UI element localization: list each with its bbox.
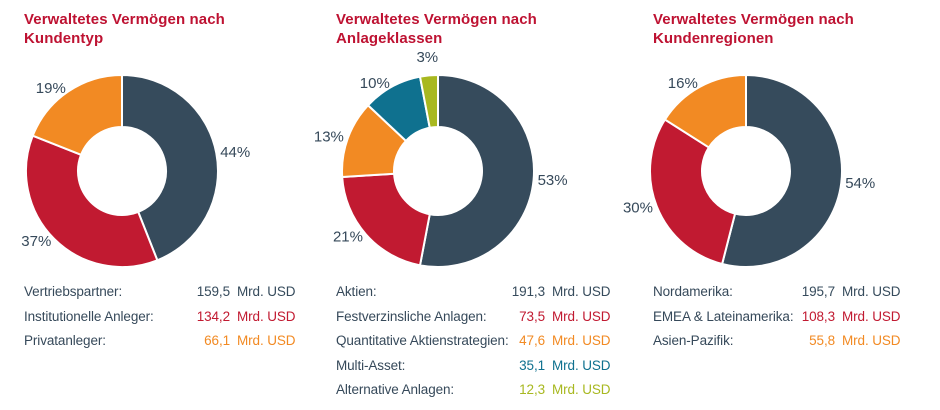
chart-title: Verwaltetes Vermögen nach Kundenregionen	[653, 11, 854, 47]
legend-row: Aktien: 191,3 Mrd. USD	[336, 280, 616, 305]
donut-segment-3	[367, 75, 431, 142]
percent-label: 53%	[538, 172, 568, 189]
donut-svg: 54% 30% 16%	[623, 74, 875, 268]
legend-unit: Mrd. USD	[552, 308, 611, 324]
donut-segment-4	[419, 74, 439, 129]
legend-row: Vertriebspartner: 159,5 Mrd. USD	[24, 280, 314, 305]
legend-value: 12,3	[519, 382, 545, 398]
legend-unit: Mrd. USD	[237, 284, 296, 299]
chart-title: Verwaltetes Vermögen nach Kundentyp	[24, 11, 225, 47]
donut-svg: 44% 37% 19%	[21, 74, 250, 268]
donut-segment-0	[419, 74, 535, 268]
legend-unit: Mrd. USD	[552, 333, 611, 349]
legend-label: Nordamerika:	[653, 284, 733, 299]
legend-value: 159,5	[196, 284, 230, 299]
legend-unit: Mrd. USD	[237, 333, 296, 349]
legend-row: Asien-Pazifik: 55,8 Mrd. USD	[653, 329, 923, 354]
legend: Aktien: 191,3 Mrd. USD Festverzinsliche Anl…	[336, 280, 616, 403]
percent-label: 30%	[623, 199, 653, 216]
legend-value: 35,1	[519, 357, 545, 373]
legend-label: Privatanleger:	[24, 333, 106, 349]
legend-unit: Mrd. USD	[842, 308, 901, 324]
legend-row: Nordamerika: 195,7 Mrd. USD	[653, 280, 923, 305]
percent-label: 54%	[845, 175, 875, 192]
percent-label: 16%	[668, 75, 698, 92]
percent-label: 37%	[21, 233, 51, 250]
donut-segment-1	[649, 118, 737, 265]
legend-label: Multi-Asset:	[336, 357, 406, 373]
donut-segment-1	[341, 172, 431, 267]
legend-row: Quantitative Aktienstrategien: 47,6 Mrd. U…	[336, 329, 616, 354]
chart-title: Verwaltetes Vermögen nach Anlageklassen	[336, 11, 537, 47]
percent-label: 21%	[333, 229, 363, 246]
donut-segment-0	[121, 74, 219, 262]
legend-row: EMEA & Lateinamerika: 108,3 Mrd. USD	[653, 305, 923, 330]
percent-label: 44%	[220, 144, 250, 161]
legend-unit: Mrd. USD	[552, 382, 611, 398]
legend: Vertriebspartner: 159,5 Mrd. USD Institutio…	[24, 280, 314, 354]
legend-label: Asien-Pazifik:	[653, 333, 734, 349]
legend-label: Festverzinsliche Anlagen:	[336, 308, 487, 324]
chart-block-kundentyp: Verwaltetes Vermögen nach Kundentyp 44% 3…	[21, 10, 314, 410]
legend-value: 195,7	[801, 284, 835, 299]
donut-svg: 53% 21% 13% 10% 3%	[314, 49, 568, 268]
donut-chart: 54% 30% 16%	[606, 46, 886, 276]
legend-value: 47,6	[519, 333, 545, 349]
legend-unit: Mrd. USD	[842, 284, 901, 299]
legend-unit: Mrd. USD	[842, 333, 901, 349]
legend-value: 108,3	[801, 308, 835, 324]
donut-segment-2	[663, 74, 747, 149]
legend-value: 66,1	[204, 333, 230, 349]
legend-unit: Mrd. USD	[552, 284, 611, 299]
donut-chart: 53% 21% 13% 10% 3%	[298, 46, 578, 276]
legend-row: Multi-Asset: 35,1 Mrd. USD	[336, 354, 616, 379]
donut-segment-1	[25, 134, 159, 268]
legend-row: Privatanleger: 66,1 Mrd. USD	[24, 329, 314, 354]
legend-row: Alternative Anlagen: 12,3 Mrd. USD	[336, 378, 616, 403]
legend-label: Quantitative Aktienstrategien:	[336, 333, 509, 349]
legend-label: Institutionelle Anleger:	[24, 308, 154, 324]
donut-segment-0	[721, 74, 843, 268]
legend-value: 55,8	[809, 333, 835, 349]
donut-chart: 44% 37% 19%	[0, 46, 262, 276]
legend-label: EMEA & Lateinamerika:	[653, 308, 794, 324]
percent-label: 13%	[314, 129, 344, 146]
legend-value: 191,3	[511, 284, 545, 299]
legend: Nordamerika: 195,7 Mrd. USD EMEA & Lateinam…	[653, 280, 923, 354]
legend-unit: Mrd. USD	[552, 357, 611, 373]
legend-value: 134,2	[196, 308, 230, 324]
donut-segment-2	[31, 74, 123, 156]
chart-block-kundenregionen: Verwaltetes Vermögen nach Kundenregionen…	[623, 10, 923, 410]
legend-label: Alternative Anlagen:	[336, 382, 455, 398]
legend-row: Institutionelle Anleger: 134,2 Mrd. USD	[24, 305, 314, 330]
donut-segment-2	[341, 104, 407, 179]
legend-label: Aktien:	[336, 284, 377, 299]
legend-label: Vertriebspartner:	[24, 284, 123, 299]
legend-value: 73,5	[519, 308, 545, 324]
legend-row: Festverzinsliche Anlagen: 73,5 Mrd. USD	[336, 305, 616, 330]
percent-label: 10%	[360, 75, 390, 92]
legend-unit: Mrd. USD	[237, 308, 296, 324]
chart-block-anlageklassen: Verwaltetes Vermögen nach Anlageklassen …	[314, 10, 616, 410]
percent-label: 19%	[36, 80, 66, 97]
percent-label: 3%	[416, 49, 438, 66]
